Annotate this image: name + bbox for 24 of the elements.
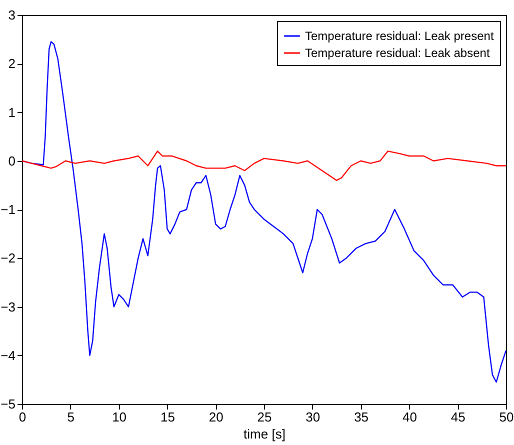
- x-tick-label: 30: [306, 410, 320, 424]
- x-tick-label: 35: [354, 410, 369, 424]
- x-tick-label: 40: [402, 410, 417, 424]
- x-tick-label: 20: [208, 410, 224, 424]
- x-axis-title: time [s]: [244, 426, 286, 442]
- y-tick-label: −3: [0, 299, 16, 314]
- x-tick-label: 10: [112, 410, 127, 424]
- y-tick-label: −5: [0, 396, 16, 412]
- y-tick-label: 2: [8, 56, 16, 72]
- x-tick-label: 15: [160, 410, 175, 424]
- x-tick-label: 50: [499, 410, 514, 424]
- x-tick-label: 0: [18, 410, 26, 424]
- y-tick-label: −2: [0, 250, 16, 266]
- x-tick-label: 45: [450, 410, 466, 424]
- legend-label: Temperature residual: Leak present: [305, 29, 494, 43]
- y-tick-label: −4: [0, 348, 16, 363]
- y-tick-label: −1: [0, 202, 16, 217]
- x-tick-label: 25: [257, 410, 272, 424]
- legend-label: Temperature residual: Leak absent: [305, 46, 490, 60]
- line-series: [21, 150, 507, 181]
- y-tick-label: 1: [8, 104, 16, 120]
- y-tick-label: 3: [8, 8, 16, 22]
- y-tick-label: 0: [8, 153, 16, 168]
- x-tick-label: 5: [67, 410, 75, 424]
